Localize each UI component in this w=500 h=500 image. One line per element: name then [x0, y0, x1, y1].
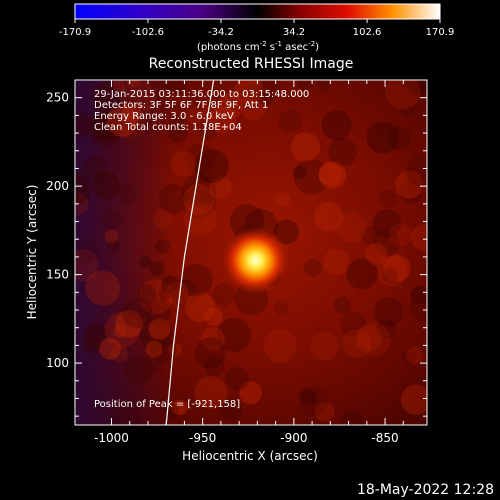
- colorbar-tick-label: -102.6: [132, 27, 164, 38]
- colorbar-tick-label: 34.2: [283, 27, 305, 38]
- y-axis: 100 150 200 250: [46, 79, 427, 417]
- y-axis-label: Heliocentric Y (arcsec): [25, 185, 39, 320]
- y-tick-label: 250: [46, 91, 69, 105]
- y-tick-label: 100: [46, 356, 69, 370]
- annotations: 29-Jan-2015 03:11:36.000 to 03:15:48.000…: [94, 89, 309, 133]
- x-tick-label: -900: [280, 431, 307, 445]
- annotation-line: Energy Range: 3.0 - 6.0 keV: [94, 111, 234, 122]
- x-tick-label: -850: [371, 431, 398, 445]
- image-area: [75, 80, 427, 425]
- annotation-line: Clean Total counts: 1.18E+04: [94, 122, 242, 133]
- y-tick-label: 150: [46, 268, 69, 282]
- x-axis-label: Heliocentric X (arcsec): [182, 449, 318, 463]
- x-tick-label: -1000: [94, 431, 129, 445]
- colorbar-tick-label: 102.6: [353, 27, 382, 38]
- plot-frame: [74, 79, 428, 426]
- y-tick-label: 200: [46, 179, 69, 193]
- x-axis: -1000 -950 -900 -850: [94, 80, 404, 445]
- colorbar-tick-label: -34.2: [208, 27, 234, 38]
- colorbar-units: (photons cm-2 s-1 asec-2): [197, 40, 319, 53]
- annotation-line: 29-Jan-2015 03:11:36.000 to 03:15:48.000: [94, 89, 309, 100]
- colorbar: [74, 3, 441, 20]
- colorbar-tick-label: 170.9: [426, 27, 455, 38]
- solar-limb: [165, 80, 215, 425]
- flare-peak: [221, 226, 290, 295]
- annotation-line: Detectors: 3F 5F 6F 7F 8F 9F, Att 1: [94, 100, 268, 111]
- colorbar-ticks: -170.9 -102.6 -34.2 34.2 102.6 170.9: [59, 19, 454, 38]
- timestamp: 18-May-2022 12:28: [357, 482, 494, 498]
- x-tick-label: -950: [189, 431, 216, 445]
- colorbar-tick-label: -170.9: [59, 27, 91, 38]
- chart-title: Reconstructed RHESSI Image: [149, 56, 354, 72]
- peak-position-label: Position of Peak = [-921,158]: [94, 399, 240, 410]
